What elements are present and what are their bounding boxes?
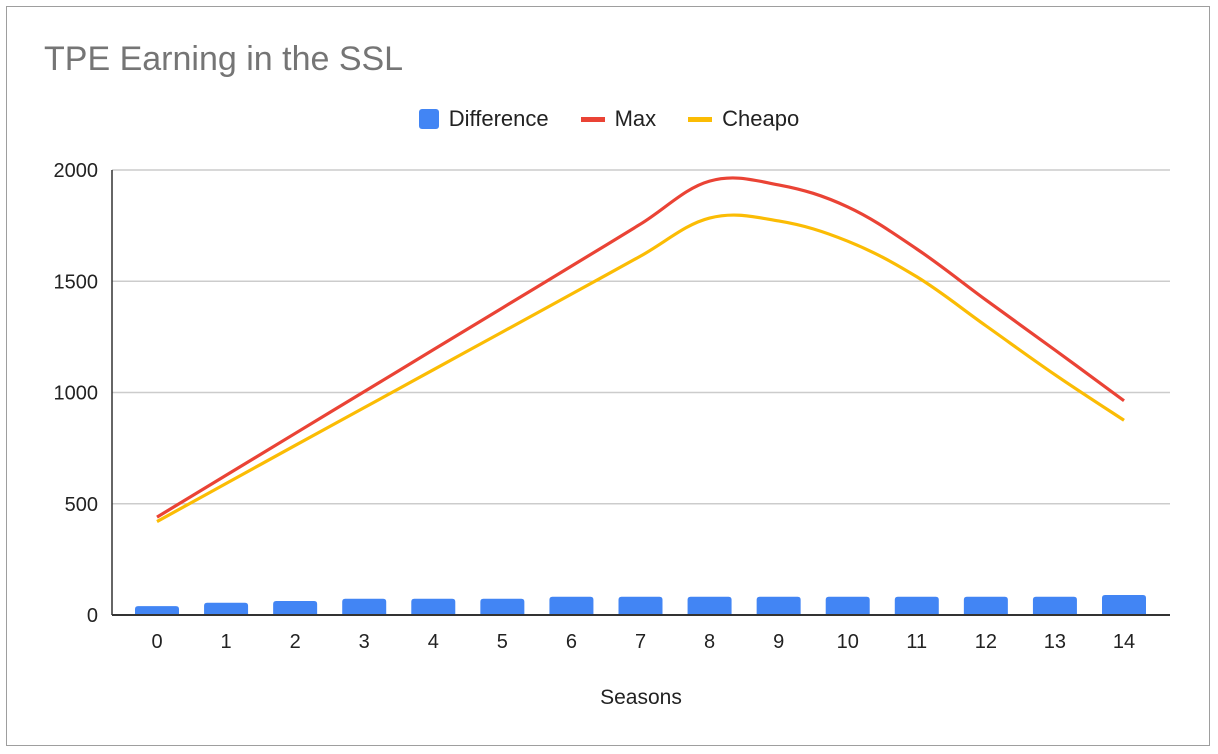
line-max bbox=[156, 176, 1125, 519]
legend-item-difference[interactable]: Difference bbox=[418, 106, 549, 132]
x-tick-label: 4 bbox=[428, 631, 439, 653]
x-tick-label: 0 bbox=[151, 631, 162, 653]
bar-difference bbox=[1032, 596, 1077, 615]
bar-difference bbox=[1102, 594, 1146, 615]
x-tick-label: 9 bbox=[773, 631, 784, 653]
chart-title: TPE Earning in the SSL bbox=[44, 40, 404, 78]
x-tick-label: 1 bbox=[221, 631, 232, 653]
legend-item-cheapo[interactable]: Cheapo bbox=[688, 106, 799, 132]
bar-difference bbox=[756, 596, 801, 615]
bar-difference bbox=[618, 596, 663, 615]
x-axis-title: Seasons bbox=[600, 686, 682, 709]
x-tick-label: 11 bbox=[906, 631, 927, 653]
bar-difference bbox=[273, 600, 318, 615]
bar-difference bbox=[135, 606, 179, 615]
bar-difference bbox=[342, 598, 387, 615]
y-tick-label: 1000 bbox=[54, 383, 99, 405]
y-tick-label: 1500 bbox=[54, 271, 99, 293]
legend-label: Cheapo bbox=[722, 106, 800, 131]
bar-difference bbox=[894, 596, 939, 615]
legend-swatch-difference bbox=[418, 109, 439, 129]
x-tick-label: 8 bbox=[704, 631, 715, 653]
legend-swatch-max bbox=[580, 116, 605, 122]
x-tick-label: 13 bbox=[1044, 631, 1066, 653]
x-tick-label: 7 bbox=[635, 631, 646, 653]
bar-difference bbox=[825, 596, 870, 615]
bar-difference bbox=[411, 598, 456, 615]
bar-difference bbox=[963, 596, 1008, 615]
legend-label: Difference bbox=[448, 106, 549, 131]
line-cheapo bbox=[156, 213, 1125, 523]
x-tick-label: 3 bbox=[359, 631, 370, 653]
bar-difference bbox=[204, 602, 249, 615]
x-tick-label: 6 bbox=[566, 631, 577, 653]
legend: Difference Max Cheapo bbox=[0, 106, 1218, 132]
bar-difference bbox=[549, 596, 594, 615]
x-tick-label: 12 bbox=[975, 631, 997, 653]
y-tick-label: 2000 bbox=[54, 160, 99, 182]
y-tick-label: 500 bbox=[65, 494, 98, 516]
legend-swatch-cheapo bbox=[688, 116, 713, 122]
chart-frame bbox=[6, 6, 1210, 746]
bar-difference bbox=[480, 598, 525, 615]
x-tick-label: 14 bbox=[1113, 631, 1135, 653]
legend-label: Max bbox=[614, 106, 657, 131]
x-tick-label: 2 bbox=[290, 631, 301, 653]
legend-item-max[interactable]: Max bbox=[580, 106, 657, 132]
bar-difference bbox=[687, 596, 732, 615]
x-tick-label: 10 bbox=[837, 631, 859, 653]
y-tick-label: 0 bbox=[87, 605, 98, 627]
x-tick-label: 5 bbox=[497, 631, 508, 653]
